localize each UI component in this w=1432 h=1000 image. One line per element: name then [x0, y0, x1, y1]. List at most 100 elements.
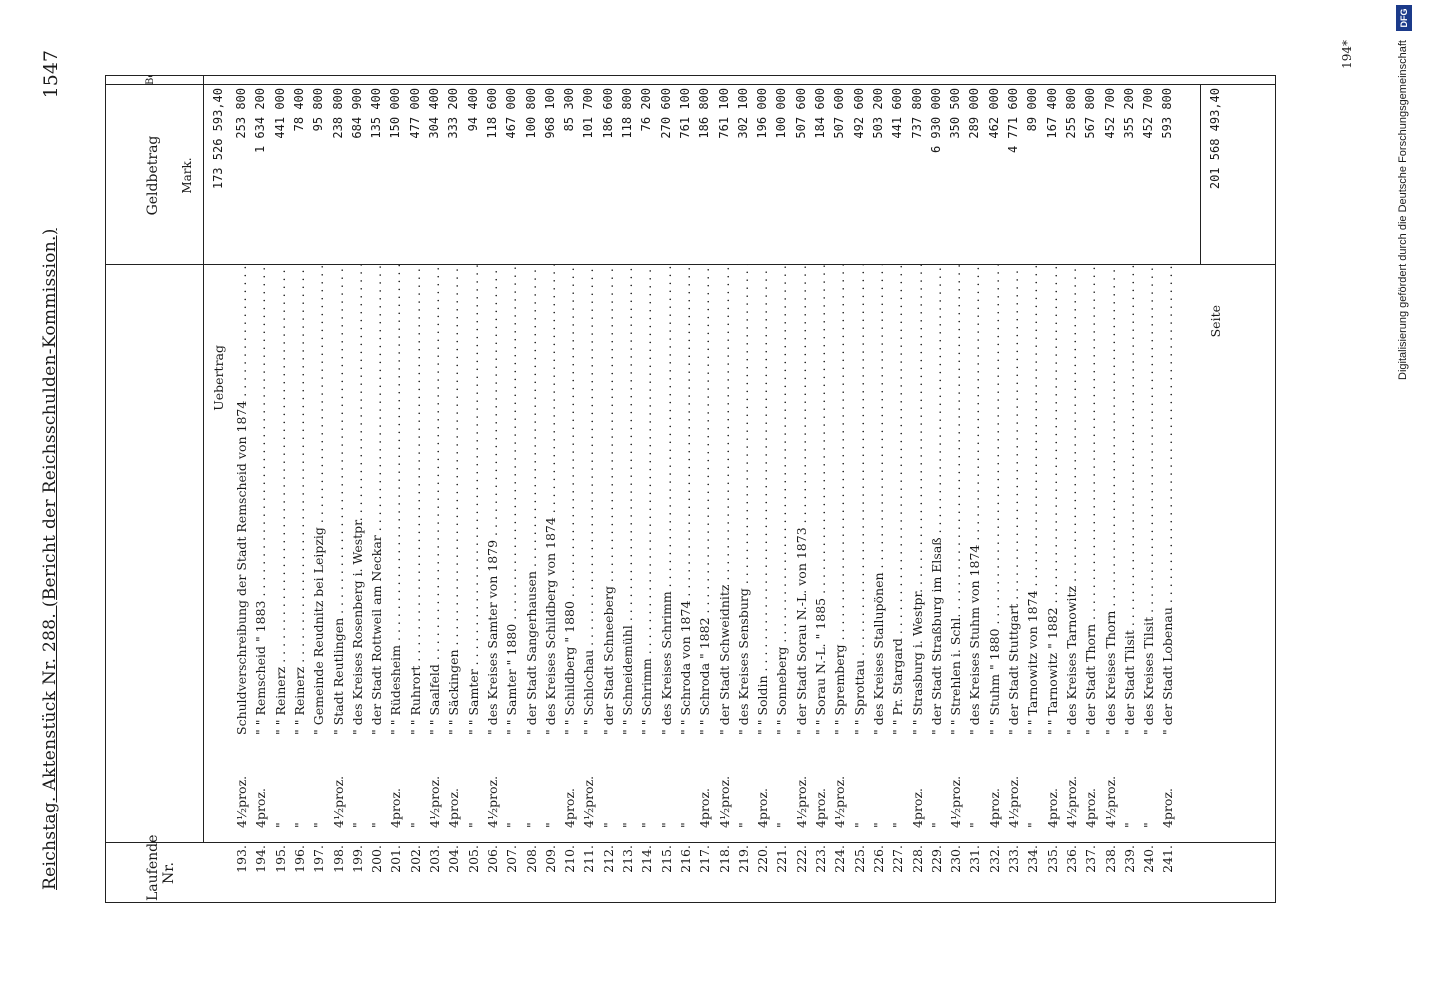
row-rate: 4½proz.: [1006, 775, 1021, 828]
row-description: " Stadt Reutlingen . . . . . . . . . . .…: [330, 265, 346, 735]
table-row: 225. " " " Sprottau . . . . . . . . . . . …: [850, 75, 869, 903]
row-rate: 4½proz.: [427, 775, 442, 828]
row-amount: 85 300: [562, 88, 577, 132]
row-number: 215.: [658, 845, 674, 873]
data-table: Laufende Nr. Geldbetrag Mark. Bemerkunge…: [105, 75, 1276, 903]
table-row: 227. " " " Pr. Stargard . . . . . . . . . …: [888, 75, 907, 903]
total-row: Seite 201 568 493,40: [1206, 75, 1225, 903]
row-number: 220.: [755, 845, 771, 873]
table-row: 221. " " " Sonneberg . . . . . . . . . . .…: [772, 75, 791, 903]
row-number: 225.: [851, 845, 867, 873]
row-description: " " Samter " 1880 . . . . . . . . . . . …: [504, 265, 520, 735]
row-amount: 761 100: [677, 88, 692, 139]
row-amount: 270 600: [658, 88, 673, 139]
row-amount: 135 400: [369, 88, 384, 139]
row-description: " " Sorau N.-L. " 1885 . . . . . . . . .…: [813, 265, 828, 735]
row-description: " der Stadt Thorn . . . . . . . . . . . …: [1083, 265, 1099, 735]
table-row: 226. " " des Kreises Stallupönen . . . . .…: [869, 75, 888, 903]
row-amount: 78 400: [291, 88, 306, 132]
row-amount: 1 634 200: [253, 88, 268, 154]
row-amount: 350 500: [948, 88, 963, 139]
row-amount: 100 000: [774, 88, 789, 139]
row-amount: 567 800: [1083, 88, 1098, 139]
table-row: 208. " " der Stadt Sangerhausen . . . . . …: [522, 75, 541, 903]
row-description: " des Kreises Tarnowitz . . . . . . . . …: [1063, 265, 1079, 735]
table-row: 194. 4proz. " " Remscheid " 1883 . . . . .…: [251, 75, 270, 903]
row-rate: ": [928, 822, 944, 828]
row-number: 217.: [697, 845, 713, 873]
row-rate: ": [272, 822, 288, 828]
row-amount: 100 800: [523, 88, 538, 139]
row-number: 218.: [716, 845, 732, 873]
row-description: " " Reinerz . . . . . . . . . . . . . . …: [272, 265, 288, 735]
row-amount: 684 900: [349, 88, 364, 139]
row-number: 228.: [909, 845, 925, 873]
row-number: 224.: [832, 845, 848, 873]
row-number: 238.: [1102, 845, 1118, 873]
row-description: " des Kreises Tilsit . . . . . . . . . .…: [1141, 265, 1157, 735]
row-description: " " Saalfeld . . . . . . . . . . . . . .…: [427, 265, 442, 735]
row-number: 236.: [1063, 845, 1079, 873]
row-rate: 4½proz.: [1102, 775, 1118, 828]
row-description: " " Schroda von 1874 . . . . . . . . . .…: [677, 265, 693, 735]
row-description: Schuldverschreibung der Stadt Remscheid …: [234, 265, 249, 735]
table-row: 199. " " des Kreises Rosenberg i. Westpr. …: [348, 75, 367, 903]
row-rate: ": [620, 822, 635, 828]
row-rate: 4½proz.: [832, 775, 848, 828]
row-rate: 4½proz.: [330, 775, 346, 828]
row-number: 226.: [870, 845, 886, 873]
row-amount: 492 600: [851, 88, 866, 139]
row-rate: ": [465, 822, 481, 828]
page-number: 1547: [40, 50, 62, 99]
row-amount: 94 400: [465, 88, 480, 132]
table-row: 215. " " des Kreises Schrimm . . . . . . .…: [657, 75, 676, 903]
row-rate: ": [1025, 822, 1041, 828]
row-rate: 4proz.: [755, 787, 771, 828]
table-row: 204. 4proz. " " Säckingen . . . . . . . . …: [444, 75, 463, 903]
row-amount: 737 800: [909, 88, 924, 139]
row-rate: 4proz.: [1044, 787, 1060, 828]
total-amount: 201 568 493,40: [1208, 88, 1222, 190]
row-description: " des Kreises Thorn . . . . . . . . . . …: [1102, 265, 1118, 735]
carry-over-amount: 173 526 593,40: [211, 88, 225, 190]
row-description: " der Stadt Tilsit . . . . . . . . . . .…: [1121, 265, 1137, 735]
row-amount: 302 100: [735, 88, 750, 139]
table-row: 207. " " " Samter " 1880 . . . . . . . . .…: [502, 75, 521, 903]
row-description: " des Kreises Schildberg von 1874 . . . …: [542, 265, 558, 735]
row-amount: 118 800: [620, 88, 634, 139]
row-description: " " Tarnowitz von 1874 . . . . . . . . .…: [1025, 265, 1041, 735]
row-number: 208.: [523, 845, 539, 873]
row-number: 214.: [639, 845, 655, 873]
row-amount: 167 400: [1044, 88, 1059, 139]
row-number: 234.: [1025, 845, 1041, 873]
row-number: 204.: [446, 845, 462, 873]
row-description: " Gemeinde Reudnitz bei Leipzig . . . . …: [311, 265, 327, 735]
row-amount: 186 600: [600, 88, 615, 139]
row-number: 235.: [1044, 845, 1060, 873]
row-number: 210.: [562, 845, 578, 873]
row-description: " " Strasburg i. Westpr. . . . . . . . .…: [909, 265, 925, 735]
row-rate: 4proz.: [388, 787, 404, 828]
header-amount: Geldbetrag: [145, 135, 161, 216]
row-description: " der Stadt Stuttgart . . . . . . . . . …: [1006, 265, 1021, 735]
row-rate: 4proz.: [697, 787, 713, 828]
dfg-credit-text: Digitalisierung gefördert durch die Deut…: [1397, 40, 1409, 380]
table-row: 222. 4½proz. " der Stadt Sorau N.-L. von 1…: [792, 75, 811, 903]
row-number: 221.: [774, 845, 790, 873]
row-description: " " Spremberg . . . . . . . . . . . . . …: [832, 265, 848, 735]
row-rate: ": [890, 822, 906, 828]
row-amount: 150 000: [388, 88, 403, 139]
row-number: 233.: [1006, 845, 1021, 873]
row-amount: 968 100: [542, 88, 557, 139]
dfg-logo-icon: DFG: [1396, 5, 1412, 31]
row-rate: 4proz.: [446, 787, 462, 828]
row-number: 216.: [677, 845, 693, 873]
row-amount: 452 700: [1102, 88, 1117, 139]
row-number: 237.: [1083, 845, 1099, 873]
row-number: 201.: [388, 845, 404, 873]
table-row: 206. 4½proz. " des Kreises Samter von 1879…: [483, 75, 502, 903]
row-number: 193.: [234, 845, 249, 873]
row-description: " " Sonneberg . . . . . . . . . . . . . …: [774, 265, 790, 735]
row-description: " der Stadt Lobenau . . . . . . . . . . …: [1160, 265, 1176, 735]
row-number: 203.: [427, 845, 442, 873]
